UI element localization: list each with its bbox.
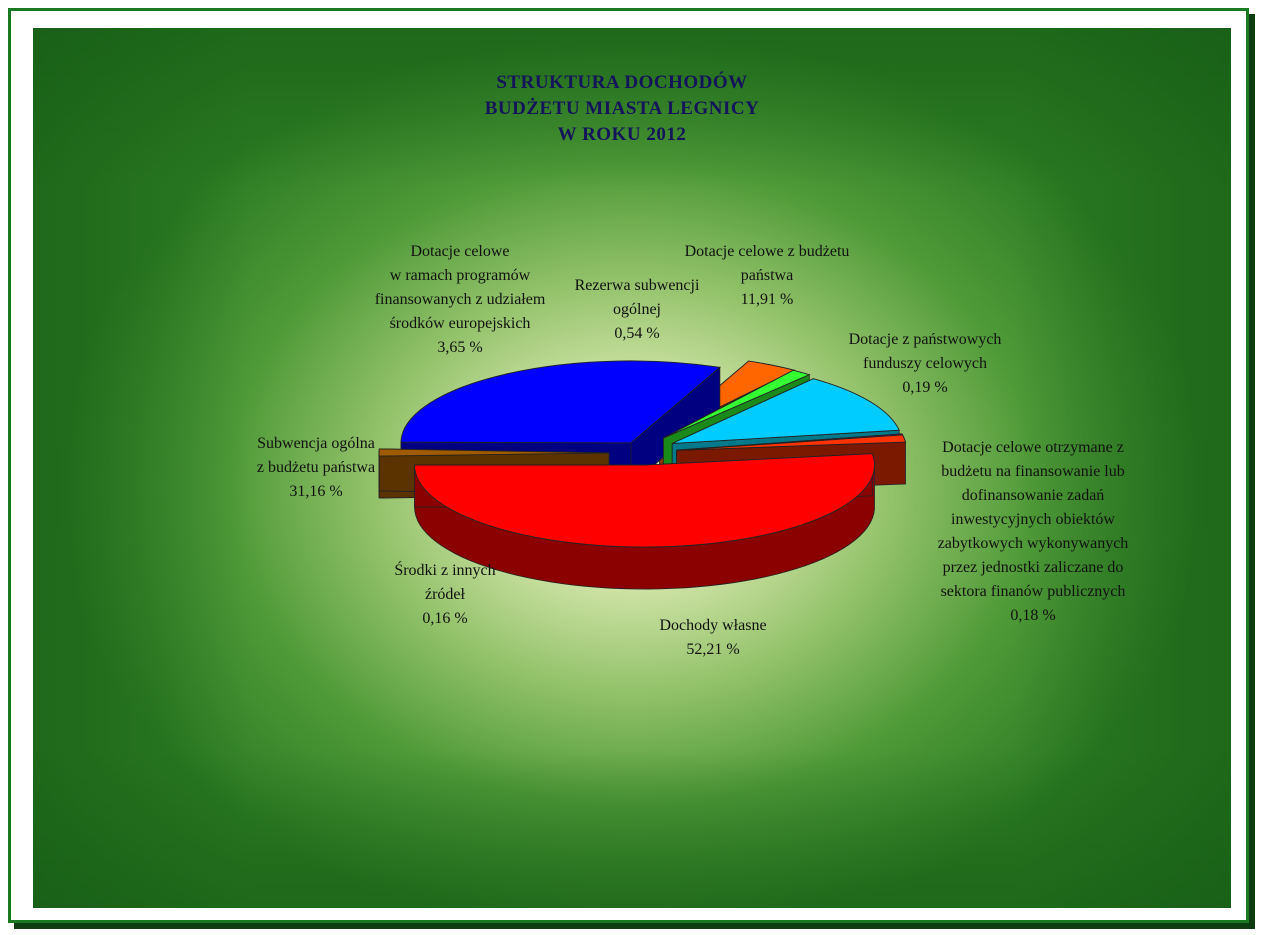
slice-name-line: w ramach programów [390,267,531,284]
chart-title-line-2: BUDŻETU MIASTA LEGNICY [485,98,760,119]
slice-name-line: Dotacje celowe z budżetu [685,243,850,260]
slice-name-line: środków europejskich [390,315,531,332]
slice-label: Dotacje z państwowych funduszy celowych 0,… [849,331,1002,396]
chart-title-line-3: W ROKU 2012 [558,124,687,145]
slice-name-line: przez jednostki zaliczane do [943,559,1124,576]
slice-label: Dochody własne 52,21 % [659,617,766,658]
slice-label: Dotacje celowe z budżetu państwa 11,91 % [685,243,850,308]
slice-name-line: Środki z innych [394,560,495,579]
slice-name-line: sektora finanów publicznych [941,583,1126,600]
pie-slice-top [414,453,875,548]
slice-value-label: 31,16 % [289,483,342,500]
slice-name-line: Subwencja ogólna [257,435,375,452]
slice-label: Dotacje celowe otrzymane z budżetu na fin… [938,439,1129,624]
slice-name-line: ogólnej [613,301,661,318]
slice-name-line: Dotacje celowe [410,243,509,260]
slice-value-label: 0,18 % [1010,607,1055,624]
slice-name-line: inwestycyjnych obiektów [951,511,1115,528]
slice-value-label: 0,16 % [422,610,467,627]
pie-slice-top [400,360,721,444]
slice-name-line: budżetu na finansowanie lub [941,463,1125,480]
slice-label: Dotacje celowe w ramach programów finansow… [375,243,546,356]
pie-chart: STRUKTURA DOCHODÓW BUDŻETU MIASTA LEGNIC… [257,71,1128,658]
slice-label: Środki z innych źródeł 0,16 % [394,560,495,627]
pie-slice-top [676,434,907,451]
slice-label: Subwencja ogólna z budżetu państwa 31,16 % [257,435,375,500]
chart-panel: STRUKTURA DOCHODÓW BUDŻETU MIASTA LEGNIC… [33,28,1231,908]
pie-slices [378,360,907,590]
slice-name-line: państwa [741,267,793,284]
chart-title-line-1: STRUKTURA DOCHODÓW [496,71,747,93]
pie-slice-top [672,378,900,444]
slice-value-label: 0,19 % [902,379,947,396]
slice-name-line: Dochody własne [659,617,766,634]
slice-name-line: Rezerwa subwencji [575,277,700,294]
slice-value-label: 11,91 % [741,291,794,308]
pie-slice [414,453,875,590]
slice-name-line: funduszy celowych [863,355,987,372]
slice-name-line: Dotacje celowe otrzymane z [942,439,1124,456]
slice-value-label: 0,54 % [614,325,659,342]
slice-name-line: Dotacje z państwowych [849,331,1002,348]
slice-name-line: zabytkowych wykonywanych [938,535,1129,552]
slice-name-line: finansowanych z udziałem [375,291,546,308]
slice-label: Rezerwa subwencji ogólnej 0,54 % [575,277,700,342]
slice-value-label: 3,65 % [437,339,482,356]
pie-slice-top [378,448,610,457]
pie-slice-top [663,369,811,439]
slice-name-line: źródeł [425,586,466,603]
slice-name-line: z budżetu państwa [257,459,375,476]
slice-name-line: dofinansowanie zadań [962,487,1105,504]
chart-title: STRUKTURA DOCHODÓW BUDŻETU MIASTA LEGNIC… [485,71,760,145]
slice-value-label: 52,21 % [686,641,739,658]
slice-labels: Dochody własne 52,21 % Dotacje celowe otrz… [257,243,1128,658]
